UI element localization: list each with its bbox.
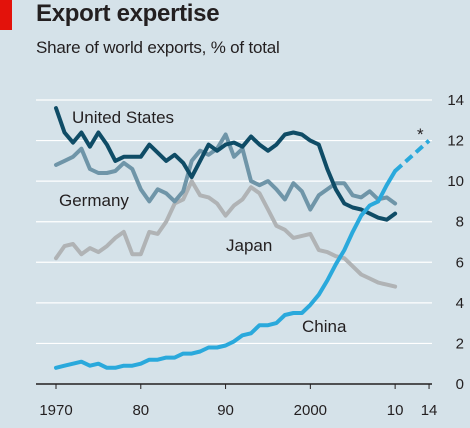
- x-tick-label: 80: [132, 402, 149, 419]
- chart-subtitle: Share of world exports, % of total: [36, 38, 280, 57]
- x-axis: 1970 80 90 2000 10 14: [39, 384, 437, 419]
- series-label-germany: Germany: [59, 191, 129, 210]
- x-tick-label: 10: [387, 402, 404, 419]
- chart-title: Export expertise: [36, 0, 220, 27]
- accent-bar: [0, 0, 12, 30]
- y-tick-label: 0: [456, 376, 464, 393]
- series-line-china-forecast: [393, 139, 431, 173]
- x-tick-label: 90: [217, 402, 234, 419]
- series-line-united-states: [54, 106, 398, 222]
- y-tick-label: 14: [447, 92, 464, 109]
- x-tick-label: 1970: [39, 402, 72, 419]
- series-line-germany: [54, 132, 398, 212]
- series-label-united-states: United States: [72, 108, 174, 127]
- series-lines: [54, 106, 431, 370]
- y-tick-label: 6: [456, 254, 464, 271]
- y-tick-label: 4: [456, 295, 464, 312]
- y-tick-label: 10: [447, 173, 464, 190]
- series-label-japan: Japan: [226, 236, 272, 255]
- forecast-marker: *: [417, 125, 424, 144]
- y-tick-label: 2: [456, 335, 464, 352]
- series-labels: United States Germany Japan China: [59, 108, 347, 336]
- x-tick-label: 14: [421, 402, 438, 419]
- series-label-china: China: [302, 317, 347, 336]
- series-line-china: [54, 169, 398, 370]
- y-tick-label: 12: [447, 133, 464, 150]
- y-axis: 0 2 4 6 8 10 12 14: [447, 92, 464, 393]
- x-tick-label: 2000: [294, 402, 327, 419]
- y-tick-label: 8: [456, 214, 464, 231]
